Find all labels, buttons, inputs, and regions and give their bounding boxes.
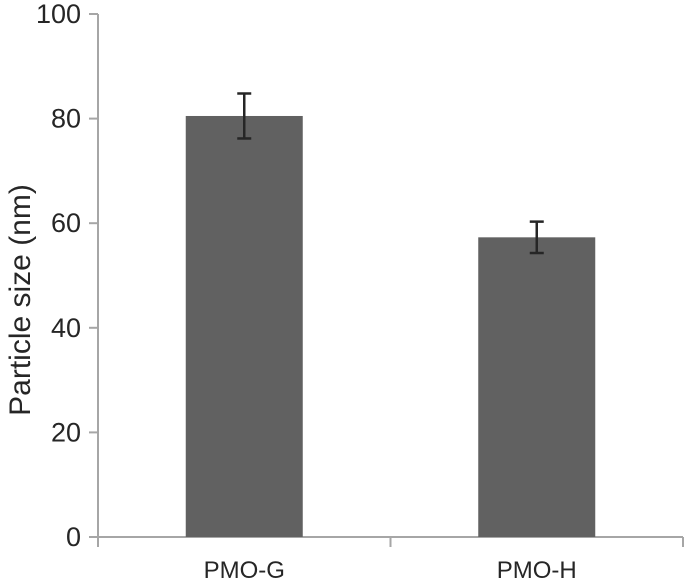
y-tick-label: 20 <box>51 417 81 447</box>
x-category-label: PMO-G <box>204 557 285 584</box>
y-tick-label: 40 <box>51 313 81 343</box>
y-tick-label: 80 <box>51 104 81 134</box>
y-tick-label: 60 <box>51 208 81 238</box>
y-tick-label: 100 <box>36 0 81 29</box>
y-tick-label: 0 <box>66 522 81 552</box>
bar-pmo-h <box>478 237 596 538</box>
x-category-label: PMO-H <box>497 557 577 584</box>
bar-pmo-g <box>185 115 303 538</box>
